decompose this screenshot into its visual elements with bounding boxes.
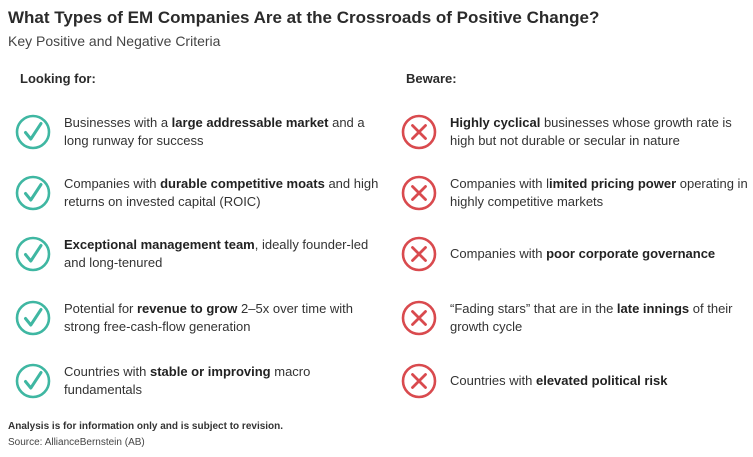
x-circle-icon	[401, 236, 437, 272]
beware-item-text: Companies with poor corporate governance	[450, 245, 750, 263]
looking-for-item-text: Companies with durable competitive moats…	[64, 175, 382, 211]
emphasis-text: large addressable market	[171, 115, 329, 130]
emphasis-text: durable competitive moats	[160, 176, 325, 191]
emphasis-text: elevated political risk	[535, 373, 668, 388]
page-subtitle: Key Positive and Negative Criteria	[8, 33, 221, 49]
x-circle-icon	[401, 300, 437, 336]
looking-for-heading: Looking for:	[20, 71, 96, 86]
beware-item: Companies with limited pricing power ope…	[401, 167, 751, 221]
check-circle-icon	[15, 114, 51, 150]
body-text: 2–5x over time with strong free-cash-flo…	[64, 301, 354, 334]
beware-item: Countries with elevated political risk	[401, 355, 751, 409]
emphasis-text: Exceptional management team	[64, 237, 255, 252]
emphasis-text: Highly cyclical	[450, 115, 541, 130]
body-text: of their growth cycle	[450, 301, 733, 334]
body-text: Potential for	[64, 301, 137, 316]
looking-for-item-text: Potential for revenue to grow 2–5x over …	[64, 300, 382, 336]
looking-for-item: Businesses with a large addressable mark…	[15, 106, 385, 160]
source-note: Source: AllianceBernstein (AB)	[8, 437, 145, 448]
looking-for-item-text: Businesses with a large addressable mark…	[64, 114, 382, 150]
emphasis-text: poor corporate governance	[546, 246, 716, 261]
looking-for-item: Companies with durable competitive moats…	[15, 167, 385, 221]
body-text: Companies with l	[450, 176, 549, 191]
check-circle-icon	[15, 363, 51, 399]
page-title: What Types of EM Companies Are at the Cr…	[8, 8, 600, 27]
looking-for-item: Exceptional management team, ideally fou…	[15, 228, 385, 282]
body-text: businesses whose growth rate is high but…	[450, 115, 732, 148]
body-text: and a long runway for success	[64, 115, 365, 148]
beware-item: “Fading stars” that are in the late inni…	[401, 292, 751, 346]
body-text: macro fundamentals	[64, 364, 311, 397]
beware-item-text: “Fading stars” that are in the late inni…	[450, 300, 750, 336]
beware-item-text: Countries with elevated political risk	[450, 372, 750, 390]
beware-heading: Beware:	[406, 71, 457, 86]
emphasis-text: imited pricing power	[549, 176, 677, 191]
x-circle-icon	[401, 363, 437, 399]
beware-item-text: Highly cyclical businesses whose growth …	[450, 114, 750, 150]
body-text: , ideally founder-led and long-tenured	[64, 237, 369, 270]
beware-item: Companies with poor corporate governance	[401, 228, 751, 282]
emphasis-text: late innings	[616, 301, 690, 316]
body-text: Companies with	[64, 176, 161, 191]
check-circle-icon	[15, 175, 51, 211]
emphasis-text: revenue to grow	[137, 301, 238, 316]
body-text: operating in highly competitive markets	[450, 176, 748, 209]
x-circle-icon	[401, 175, 437, 211]
footnote: Analysis is for information only and is …	[8, 421, 284, 432]
beware-item: Highly cyclical businesses whose growth …	[401, 106, 751, 160]
body-text: Countries with	[450, 373, 536, 388]
looking-for-item-text: Exceptional management team, ideally fou…	[64, 236, 382, 272]
body-text: “Fading stars” that are in the	[450, 301, 617, 316]
x-circle-icon	[401, 114, 437, 150]
emphasis-text: stable or improving	[149, 364, 271, 379]
check-circle-icon	[15, 300, 51, 336]
body-text: and high returns on invested capital (RO…	[64, 176, 379, 209]
looking-for-item: Countries with stable or improving macro…	[15, 355, 385, 409]
looking-for-item: Potential for revenue to grow 2–5x over …	[15, 292, 385, 346]
body-text: Countries with	[64, 364, 150, 379]
beware-item-text: Companies with limited pricing power ope…	[450, 175, 750, 211]
check-circle-icon	[15, 236, 51, 272]
body-text: Businesses with a	[64, 115, 172, 130]
body-text: Companies with	[450, 246, 547, 261]
looking-for-item-text: Countries with stable or improving macro…	[64, 363, 382, 399]
